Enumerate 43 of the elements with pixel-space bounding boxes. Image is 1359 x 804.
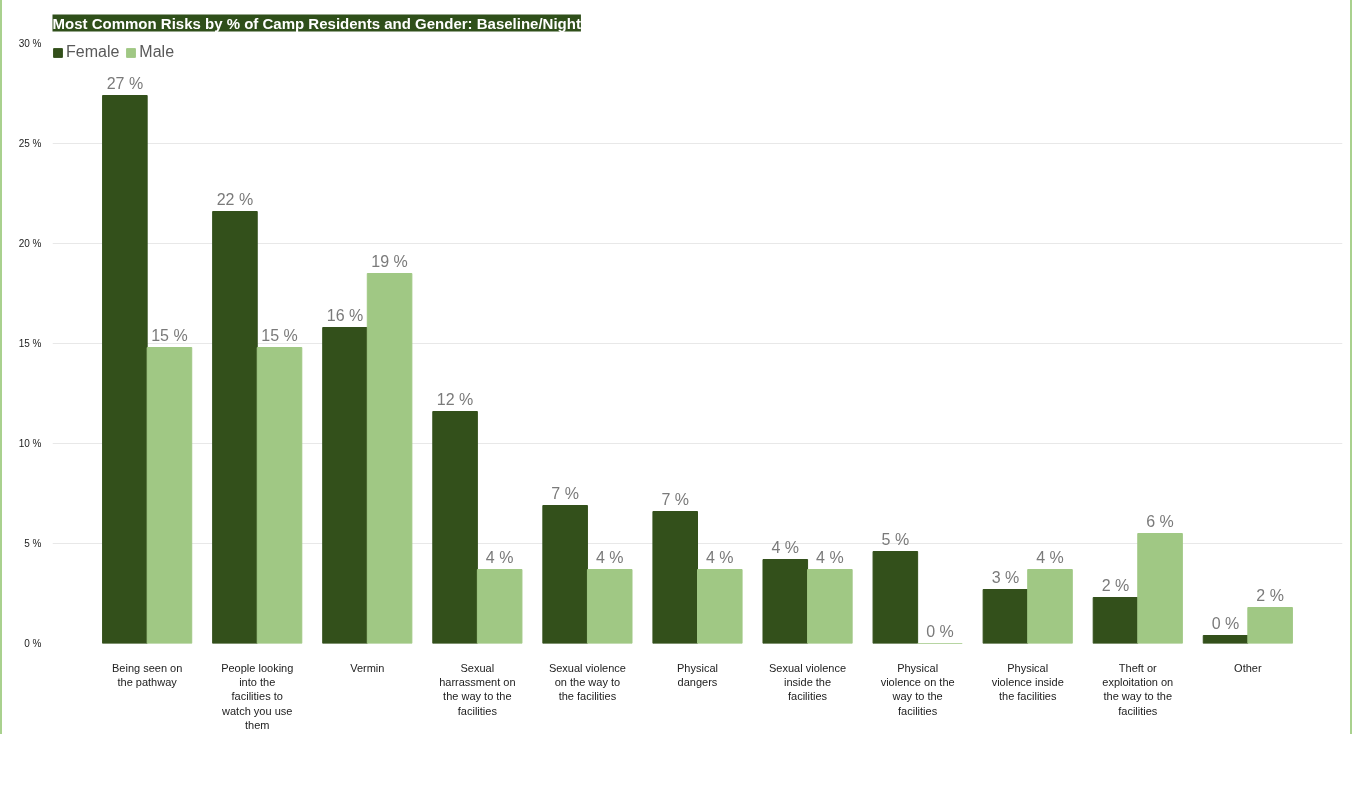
data-label: 4 % bbox=[706, 548, 734, 566]
y-tick-label: 5 % bbox=[24, 538, 42, 549]
y-tick-label: 15 % bbox=[18, 338, 42, 349]
x-tick-label: People looking into the facilities to watch you use them bbox=[221, 661, 294, 732]
data-label: 19 % bbox=[371, 252, 408, 270]
data-label: 15 % bbox=[261, 326, 298, 344]
data-label: 3 % bbox=[991, 568, 1020, 586]
data-label: 27 % bbox=[106, 74, 144, 92]
data-label: 12 % bbox=[436, 390, 474, 408]
x-tick-label: Being seen on the pathway bbox=[111, 661, 183, 688]
data-label: 15 % bbox=[151, 326, 188, 344]
x-tick-label: Sexual harrassment on the way to the facilities bbox=[439, 661, 516, 717]
data-label: 2 % bbox=[1256, 586, 1284, 604]
data-label: 2 % bbox=[1101, 576, 1130, 594]
y-tick-label: 0 % bbox=[24, 638, 42, 649]
data-label: 5 % bbox=[881, 530, 910, 548]
data-label: 7 % bbox=[551, 484, 579, 502]
data-label: 22 % bbox=[216, 190, 254, 208]
data-label: 4 % bbox=[816, 548, 844, 566]
legend-label: Female bbox=[66, 43, 120, 61]
data-label: 4 % bbox=[1036, 548, 1064, 566]
data-label: 0 % bbox=[926, 622, 954, 640]
x-tick-label: Sexual violence inside the facilities bbox=[769, 661, 847, 703]
x-tick-label: Physical dangers bbox=[677, 661, 718, 688]
legend-label: Male bbox=[139, 43, 175, 61]
data-label: 4 % bbox=[595, 548, 624, 566]
y-tick-label: 30 % bbox=[18, 38, 42, 49]
x-tick-label: Theft or exploitation on the way to the facilities bbox=[1102, 661, 1174, 717]
x-tick-label: Other bbox=[1234, 661, 1262, 674]
x-tick-label: Sexual violence on the way to the facilities bbox=[548, 661, 626, 703]
x-tick-label: Physical violence on the way to the facilities bbox=[880, 661, 955, 717]
y-tick-label: 20 % bbox=[18, 238, 42, 249]
x-tick-label: Physical violence inside the facilities bbox=[991, 661, 1064, 703]
y-tick-label: 25 % bbox=[18, 138, 42, 149]
y-tick-label: 10 % bbox=[18, 438, 42, 449]
x-tick-label: Vermin bbox=[350, 661, 385, 674]
data-label: 0 % bbox=[1211, 614, 1240, 632]
data-label: 7 % bbox=[661, 490, 689, 508]
data-label: 16 % bbox=[326, 306, 364, 324]
chart-title: Most Common Risks by % of Camp Residents and Gender: Baseline/Night bbox=[52, 14, 581, 32]
data-label: 4 % bbox=[485, 548, 514, 566]
data-label: 6 % bbox=[1146, 512, 1174, 530]
data-label: 4 % bbox=[771, 538, 800, 556]
